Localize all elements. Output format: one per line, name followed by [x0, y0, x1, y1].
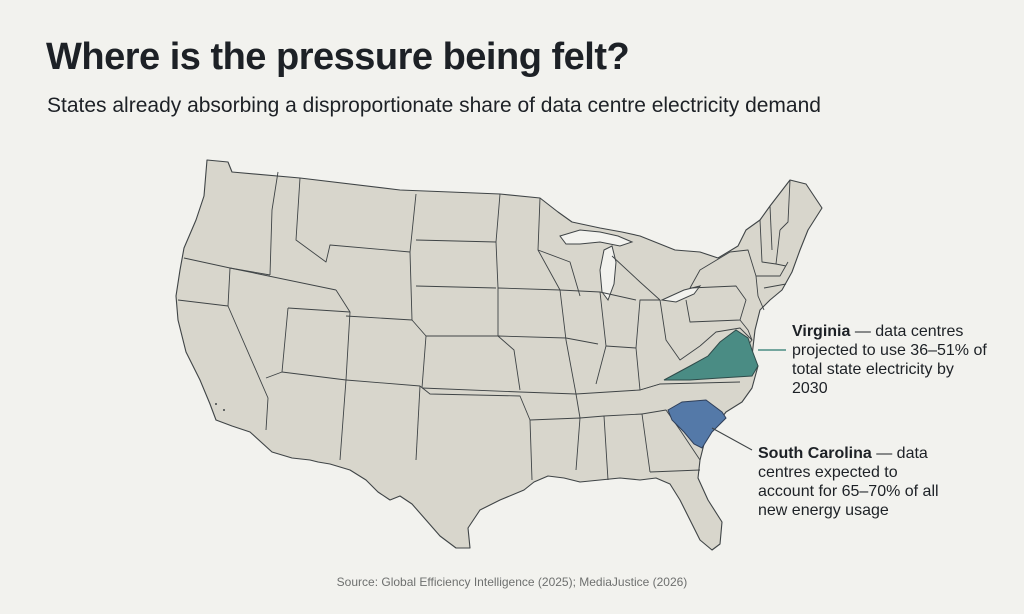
us-outline [175, 159, 823, 551]
state-borders [177, 171, 791, 481]
virginia-label: Virginia [792, 323, 851, 340]
chart-title: Where is the pressure being felt? [46, 36, 630, 78]
lake-superior [559, 229, 634, 247]
lake-erie [660, 285, 702, 303]
south-carolina-label: South Carolina [758, 445, 872, 462]
virginia-callout: Virginia — data centres projected to use… [792, 322, 992, 398]
island-mark [215, 403, 217, 405]
south-carolina-state[interactable] [667, 399, 727, 449]
virginia-state[interactable] [663, 329, 759, 381]
chart-subtitle: States already absorbing a disproportion… [47, 94, 821, 117]
south-carolina-description: — data centres expected to account for 6… [758, 445, 939, 519]
lake-michigan [599, 245, 617, 302]
source-note: Source: Global Efficiency Intelligence (… [336, 575, 688, 589]
virginia-description: — data centres projected to use 36–51% o… [792, 323, 987, 397]
south-carolina-leader-line [711, 427, 753, 451]
south-carolina-callout: South Carolina — data centres expected t… [758, 444, 953, 520]
island-mark [223, 409, 225, 411]
